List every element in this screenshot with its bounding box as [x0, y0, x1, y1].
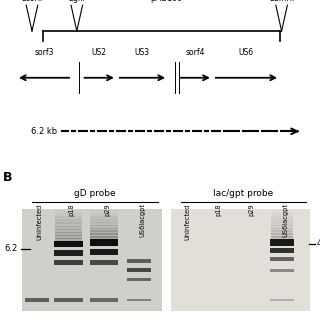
- Bar: [90, 260, 118, 265]
- Bar: [127, 268, 151, 272]
- Text: 4.0: 4.0: [317, 239, 320, 248]
- Bar: [54, 241, 83, 247]
- Bar: [90, 239, 118, 246]
- Bar: [270, 239, 294, 245]
- Bar: [55, 232, 83, 236]
- Bar: [271, 213, 293, 218]
- Bar: [271, 233, 293, 238]
- Bar: [271, 216, 293, 220]
- Text: BamHI: BamHI: [269, 0, 294, 4]
- Bar: [55, 216, 83, 221]
- Text: p18: p18: [215, 203, 221, 216]
- Bar: [91, 213, 118, 218]
- Text: US6lacgpt: US6lacgpt: [282, 203, 288, 237]
- Bar: [55, 220, 83, 224]
- Text: BglII: BglII: [68, 0, 85, 4]
- Bar: [54, 250, 83, 256]
- Bar: [127, 259, 151, 263]
- Text: gD probe: gD probe: [74, 189, 116, 198]
- Bar: [127, 299, 151, 301]
- Text: US2: US2: [92, 48, 107, 57]
- Text: 6.2: 6.2: [4, 244, 18, 253]
- Bar: [55, 238, 83, 243]
- Text: US6lacgpt: US6lacgpt: [139, 203, 145, 237]
- Bar: [171, 209, 310, 311]
- Text: pMD100: pMD100: [150, 0, 182, 4]
- Bar: [91, 219, 118, 223]
- Bar: [55, 226, 83, 230]
- Text: B: B: [3, 171, 13, 184]
- Bar: [270, 299, 294, 301]
- Bar: [55, 235, 83, 239]
- Text: 6.2 kb: 6.2 kb: [31, 127, 58, 136]
- Bar: [54, 260, 83, 265]
- Text: sorf4: sorf4: [186, 48, 205, 57]
- Text: p29: p29: [104, 203, 110, 216]
- Bar: [271, 210, 293, 215]
- Bar: [90, 249, 118, 255]
- Bar: [271, 236, 293, 241]
- Bar: [91, 210, 118, 215]
- Bar: [91, 233, 118, 238]
- Bar: [271, 219, 293, 223]
- Text: p29: p29: [248, 203, 254, 216]
- Bar: [91, 230, 118, 235]
- Bar: [127, 278, 151, 281]
- Bar: [271, 228, 293, 232]
- Bar: [55, 228, 83, 233]
- Bar: [91, 216, 118, 220]
- Bar: [54, 298, 83, 302]
- Bar: [91, 225, 118, 229]
- Bar: [90, 298, 118, 302]
- Bar: [91, 236, 118, 241]
- Bar: [55, 210, 83, 215]
- Bar: [22, 209, 162, 311]
- Text: p18: p18: [69, 203, 75, 216]
- Bar: [25, 298, 49, 302]
- Text: Uninfected: Uninfected: [37, 203, 43, 240]
- Bar: [91, 222, 118, 226]
- Bar: [271, 225, 293, 229]
- Text: Uninfected: Uninfected: [184, 203, 190, 240]
- Bar: [271, 222, 293, 226]
- Bar: [270, 257, 294, 261]
- Text: lac/gpt probe: lac/gpt probe: [213, 189, 273, 198]
- Bar: [270, 268, 294, 272]
- Text: US6: US6: [239, 48, 254, 57]
- Bar: [55, 213, 83, 218]
- Text: sorf3: sorf3: [34, 48, 54, 57]
- Text: US3: US3: [135, 48, 150, 57]
- Bar: [91, 228, 118, 232]
- Bar: [271, 230, 293, 235]
- Bar: [270, 248, 294, 252]
- Text: EcoRI: EcoRI: [21, 0, 43, 4]
- Bar: [55, 222, 83, 227]
